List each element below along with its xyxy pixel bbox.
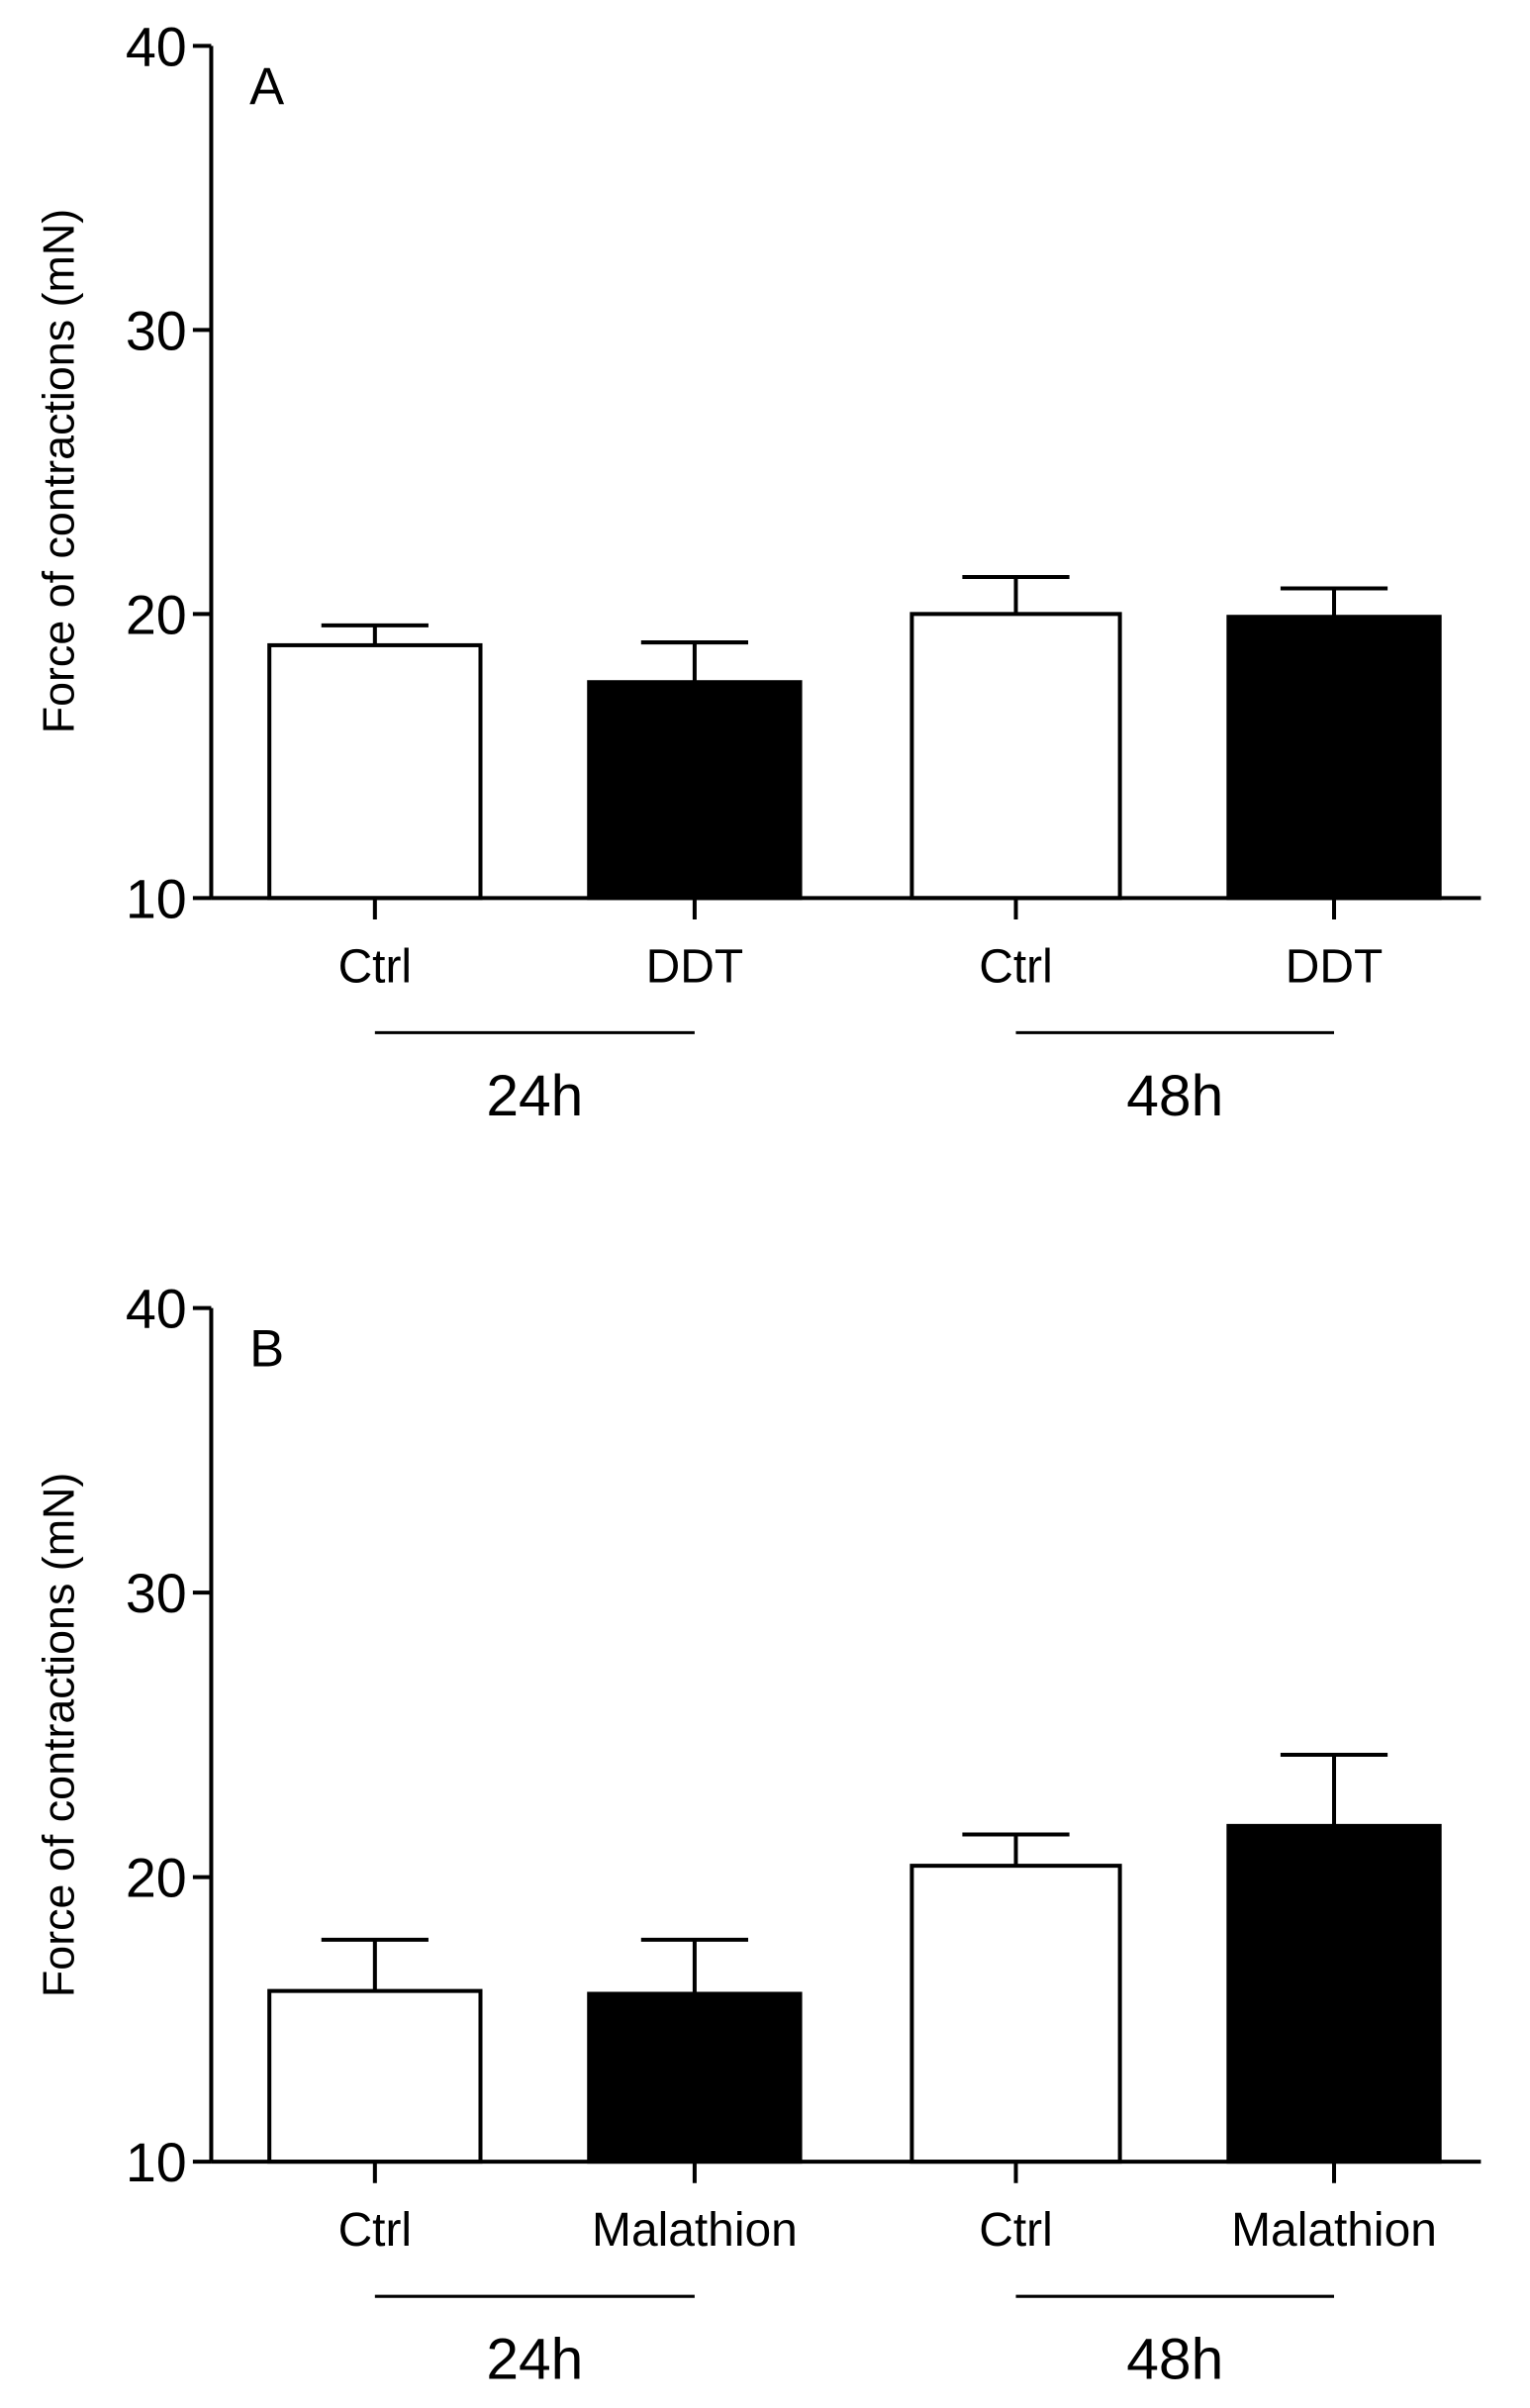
bar (267, 1988, 483, 2165)
x-tick-label: Malathion (1231, 2204, 1437, 2257)
x-tick-label: Ctrl (979, 2204, 1053, 2257)
bar (587, 680, 803, 901)
y-tick-label: 40 (126, 16, 187, 77)
x-tick-label: Ctrl (338, 2204, 413, 2257)
panel-b: B Force of contractions (mN) Ctrl Malathi… (34, 1279, 1482, 2392)
x-tick-label: DDT (1286, 940, 1383, 993)
group-label: 24h (486, 1064, 583, 1128)
bar (909, 1864, 1122, 2165)
panel-a: A Force of contractions (mN) Ctrl DDT Ctrl… (34, 16, 1482, 1128)
panel-label: B (249, 1319, 284, 1378)
y-tick-label: 40 (126, 1279, 187, 1340)
x-tick-label: Ctrl (979, 940, 1053, 993)
bar (909, 612, 1122, 901)
y-tick-label: 30 (126, 1563, 187, 1624)
x-tick-label: Malathion (592, 2204, 798, 2257)
y-axis-label: Force of contractions (mN) (34, 1473, 83, 1997)
x-tick-label: DDT (646, 940, 743, 993)
group-label: 48h (1126, 2328, 1223, 2392)
y-tick-label: 30 (126, 300, 187, 361)
y-tick-label: 20 (126, 1848, 187, 1909)
group-label: 48h (1126, 1064, 1223, 1128)
y-tick-label: 10 (126, 2132, 187, 2193)
bar (267, 642, 483, 901)
bar (1226, 615, 1442, 901)
y-tick-label: 10 (126, 868, 187, 929)
bar (1226, 1823, 1442, 2165)
y-tick-label: 20 (126, 584, 187, 645)
bar (587, 1991, 803, 2165)
y-axis-label: Force of contractions (mN) (34, 209, 83, 733)
group-label: 24h (486, 2328, 583, 2392)
panel-label: A (249, 57, 284, 116)
x-tick-label: Ctrl (338, 940, 413, 993)
